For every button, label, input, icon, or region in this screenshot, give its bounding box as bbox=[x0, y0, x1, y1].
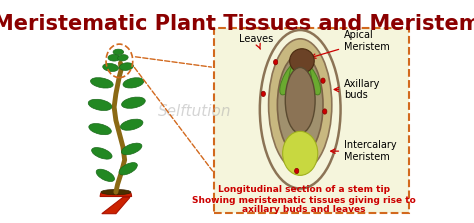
Ellipse shape bbox=[122, 97, 145, 108]
Ellipse shape bbox=[113, 49, 124, 55]
Text: Leaves: Leaves bbox=[239, 34, 273, 49]
Ellipse shape bbox=[91, 78, 113, 88]
Ellipse shape bbox=[91, 148, 112, 159]
FancyBboxPatch shape bbox=[214, 28, 409, 213]
Ellipse shape bbox=[121, 143, 142, 155]
Ellipse shape bbox=[119, 163, 137, 175]
Text: Apical
Meristem: Apical Meristem bbox=[311, 30, 390, 58]
Ellipse shape bbox=[108, 54, 120, 61]
Ellipse shape bbox=[123, 78, 144, 88]
Ellipse shape bbox=[280, 61, 301, 95]
Ellipse shape bbox=[118, 55, 128, 61]
Ellipse shape bbox=[285, 67, 315, 134]
Ellipse shape bbox=[101, 190, 131, 195]
Ellipse shape bbox=[300, 61, 320, 95]
Text: Longitudinal section of a stem tip: Longitudinal section of a stem tip bbox=[218, 185, 390, 194]
Ellipse shape bbox=[290, 49, 314, 73]
Polygon shape bbox=[102, 197, 130, 214]
Ellipse shape bbox=[277, 54, 323, 156]
Ellipse shape bbox=[298, 56, 312, 94]
Circle shape bbox=[294, 168, 299, 173]
Ellipse shape bbox=[89, 124, 111, 135]
Ellipse shape bbox=[283, 131, 318, 175]
Ellipse shape bbox=[119, 63, 133, 70]
Ellipse shape bbox=[269, 39, 332, 171]
Ellipse shape bbox=[88, 99, 112, 111]
Text: Axillary
buds: Axillary buds bbox=[334, 79, 381, 100]
Text: Selftution: Selftution bbox=[158, 104, 232, 119]
Circle shape bbox=[261, 91, 265, 97]
Ellipse shape bbox=[96, 169, 115, 182]
Ellipse shape bbox=[103, 63, 118, 72]
Circle shape bbox=[273, 60, 278, 65]
Ellipse shape bbox=[289, 56, 303, 94]
Text: Intercalary
Meristem: Intercalary Meristem bbox=[331, 140, 397, 162]
Ellipse shape bbox=[120, 119, 143, 130]
Polygon shape bbox=[100, 193, 132, 196]
Circle shape bbox=[321, 78, 325, 83]
Text: Showing meristematic tissues giving rise to: Showing meristematic tissues giving rise… bbox=[192, 196, 416, 205]
Circle shape bbox=[323, 109, 327, 114]
Text: Meristematic Plant Tissues and Meristem: Meristematic Plant Tissues and Meristem bbox=[0, 14, 474, 34]
Text: axillary buds and leaves: axillary buds and leaves bbox=[242, 205, 365, 214]
